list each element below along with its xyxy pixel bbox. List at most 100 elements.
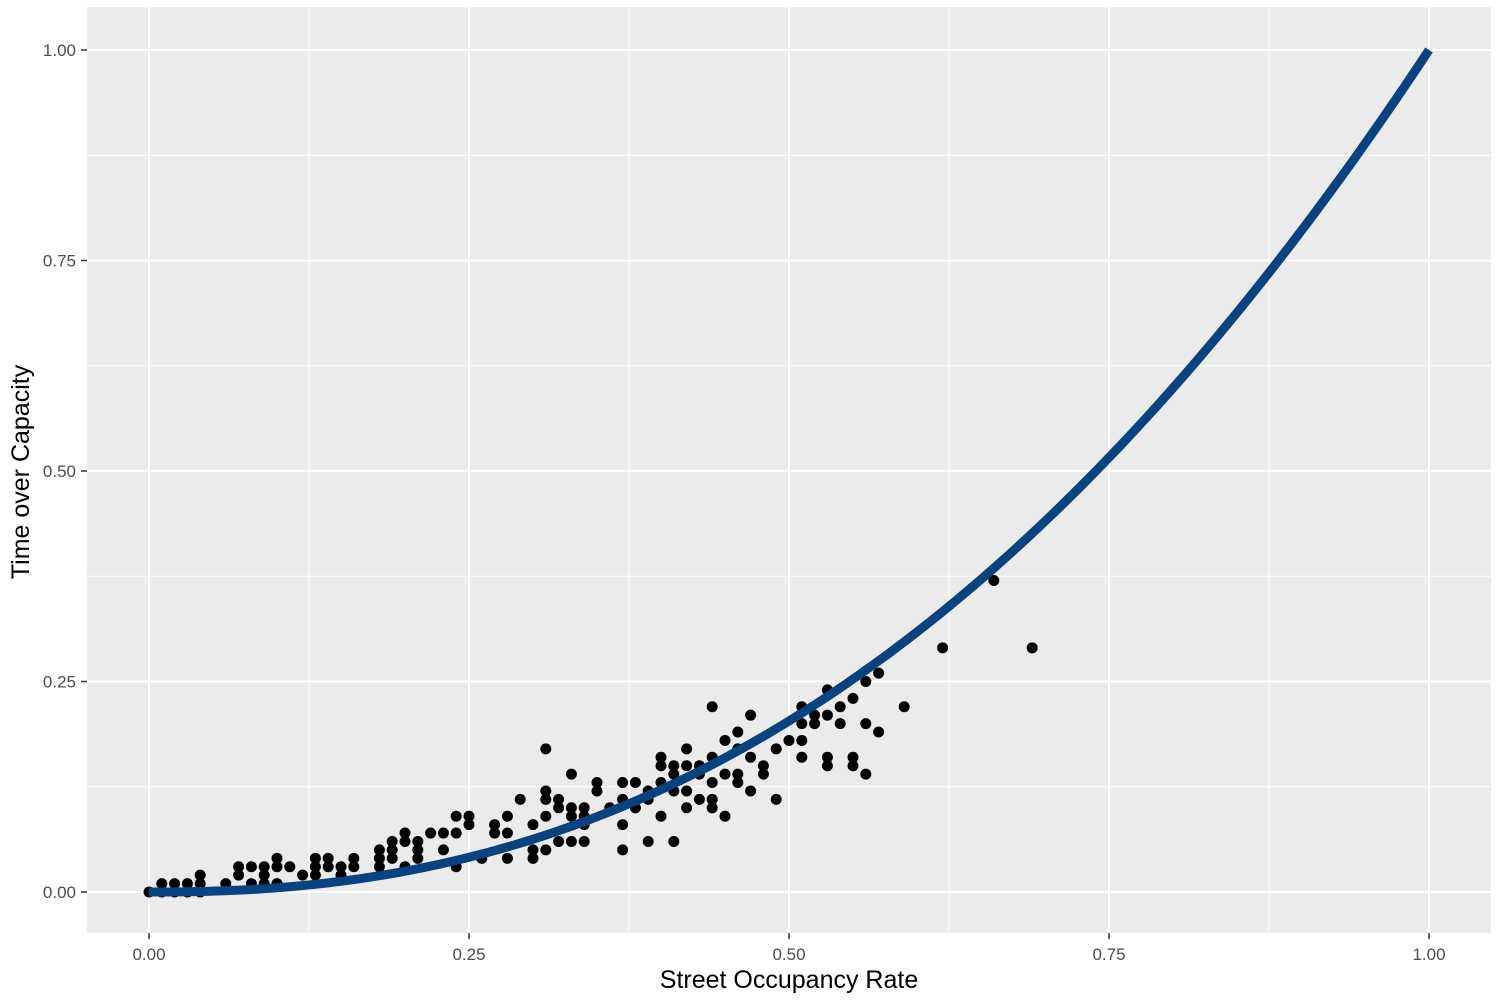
data-point bbox=[181, 878, 193, 890]
data-point bbox=[578, 802, 590, 814]
data-point bbox=[937, 642, 949, 654]
data-point bbox=[770, 743, 782, 755]
data-point bbox=[770, 793, 782, 805]
data-point bbox=[169, 878, 181, 890]
data-point bbox=[437, 844, 449, 856]
x-tick-label: 0.75 bbox=[1092, 945, 1125, 964]
data-point bbox=[617, 819, 629, 831]
data-point bbox=[284, 861, 296, 873]
axis-ticks: 0.00 0.25 0.50 0.75 1.00 0.00 0.25 0.50 0.75 1.00 bbox=[43, 41, 1446, 964]
data-point bbox=[796, 718, 808, 730]
data-point bbox=[501, 852, 513, 864]
grid-lines bbox=[87, 7, 1491, 933]
data-point bbox=[732, 768, 744, 780]
data-point bbox=[821, 709, 833, 721]
data-point bbox=[373, 844, 385, 856]
data-point bbox=[463, 819, 475, 831]
data-point bbox=[540, 743, 552, 755]
data-point bbox=[297, 869, 309, 881]
data-point bbox=[834, 718, 846, 730]
y-tick-label: 0.00 bbox=[43, 883, 76, 902]
data-point bbox=[399, 827, 411, 839]
data-point bbox=[732, 726, 744, 738]
data-point bbox=[617, 844, 629, 856]
data-point bbox=[655, 751, 667, 763]
data-point bbox=[847, 760, 859, 772]
data-point bbox=[386, 852, 398, 864]
data-point bbox=[463, 810, 475, 822]
data-point bbox=[322, 852, 334, 864]
data-point bbox=[796, 734, 808, 746]
data-point bbox=[194, 869, 206, 881]
data-point bbox=[565, 768, 577, 780]
data-point bbox=[450, 827, 462, 839]
data-point bbox=[821, 760, 833, 772]
data-point bbox=[847, 751, 859, 763]
y-tick-label: 0.75 bbox=[43, 252, 76, 271]
data-point bbox=[757, 760, 769, 772]
data-point bbox=[668, 768, 680, 780]
y-axis-title: Time over Capacity bbox=[7, 364, 35, 579]
x-tick-label: 0.25 bbox=[452, 945, 485, 964]
data-point bbox=[501, 827, 513, 839]
data-point bbox=[706, 793, 718, 805]
data-point bbox=[847, 692, 859, 704]
data-point bbox=[540, 793, 552, 805]
data-point bbox=[988, 574, 1000, 586]
data-point bbox=[809, 709, 821, 721]
data-point bbox=[450, 810, 462, 822]
data-point bbox=[527, 844, 539, 856]
data-point bbox=[681, 760, 693, 772]
data-point bbox=[348, 852, 360, 864]
data-point bbox=[386, 844, 398, 856]
data-point bbox=[553, 793, 565, 805]
data-point bbox=[655, 760, 667, 772]
data-point bbox=[578, 835, 590, 847]
data-point bbox=[719, 734, 731, 746]
data-point bbox=[873, 726, 885, 738]
data-point bbox=[834, 701, 846, 713]
data-point bbox=[719, 810, 731, 822]
data-point bbox=[681, 743, 693, 755]
data-point bbox=[309, 869, 321, 881]
data-point bbox=[527, 819, 539, 831]
data-point bbox=[745, 709, 757, 721]
data-point bbox=[233, 869, 245, 881]
data-point bbox=[437, 827, 449, 839]
data-point bbox=[194, 878, 206, 890]
data-point bbox=[783, 734, 795, 746]
data-point bbox=[156, 878, 168, 890]
data-point bbox=[335, 861, 347, 873]
data-point bbox=[373, 852, 385, 864]
y-tick-label: 0.50 bbox=[43, 462, 76, 481]
data-point bbox=[642, 835, 654, 847]
y-tick-label: 0.25 bbox=[43, 673, 76, 692]
data-point bbox=[309, 861, 321, 873]
x-tick-label: 1.00 bbox=[1412, 945, 1445, 964]
data-point bbox=[373, 861, 385, 873]
data-point bbox=[668, 835, 680, 847]
data-point bbox=[591, 777, 603, 789]
data-point bbox=[617, 777, 629, 789]
data-point bbox=[540, 785, 552, 797]
data-point bbox=[873, 667, 885, 679]
data-point bbox=[271, 861, 283, 873]
data-point bbox=[540, 844, 552, 856]
data-point bbox=[399, 835, 411, 847]
fitted-curve-layer bbox=[149, 47, 1433, 897]
data-point bbox=[655, 810, 667, 822]
data-point bbox=[322, 861, 334, 873]
data-point bbox=[745, 751, 757, 763]
x-tick-label: 0.00 bbox=[132, 945, 165, 964]
data-point bbox=[796, 751, 808, 763]
data-point bbox=[809, 718, 821, 730]
data-point bbox=[706, 802, 718, 814]
data-point bbox=[412, 835, 424, 847]
data-point bbox=[898, 701, 910, 713]
x-tick-label: 0.50 bbox=[772, 945, 805, 964]
data-point bbox=[540, 810, 552, 822]
data-point bbox=[501, 810, 513, 822]
data-point bbox=[591, 785, 603, 797]
data-point bbox=[553, 802, 565, 814]
